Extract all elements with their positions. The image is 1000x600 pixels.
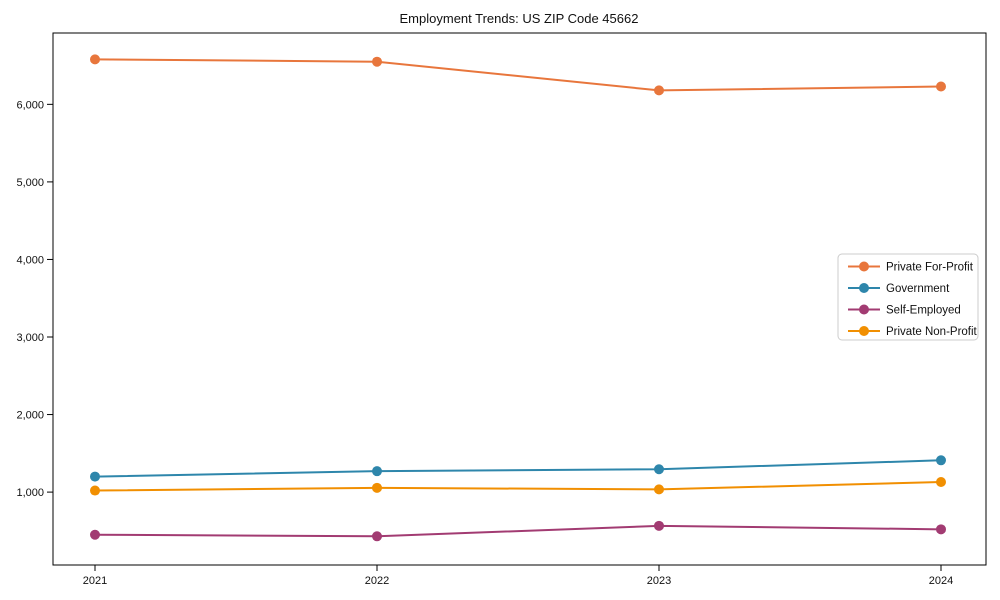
data-point-private-non-profit-2024 [936,477,946,488]
data-point-self-employed-2021 [90,529,100,540]
series-line-private-non-profit [94,481,942,492]
legend-label-private-non-profit: Private Non-Profit [886,326,978,338]
y-tick-label: 1,000 [16,487,44,499]
data-point-private-for-profit-2024 [936,81,946,92]
data-point-self-employed-2024 [936,524,946,535]
y-tick-label: 6,000 [16,99,44,111]
legend-marker-private-for-profit [859,261,869,272]
x-tick-label: 2022 [365,575,389,587]
plot-border [52,32,987,566]
series-line-private-for-profit [94,58,942,92]
legend-label-government: Government [886,283,950,295]
legend-marker-self-employed [859,304,869,315]
data-point-self-employed-2022 [372,531,382,542]
y-tick-label: 2,000 [16,410,44,422]
data-point-private-non-profit-2023 [654,484,664,495]
series-lines [90,54,946,542]
series-line-government [94,459,942,478]
legend-box [837,253,979,341]
data-point-private-non-profit-2022 [372,482,382,493]
axes-spines [52,32,987,566]
data-point-government-2024 [936,455,946,466]
data-point-private-non-profit-2021 [90,485,100,496]
y-tick-label: 3,000 [16,332,44,344]
data-point-government-2023 [654,464,664,475]
legend: Private For-Profit Government Self-Employe… [837,253,979,341]
data-point-private-for-profit-2023 [654,85,664,96]
x-tick-label: 2024 [929,575,953,587]
x-tick-label: 2023 [647,575,671,587]
data-point-private-for-profit-2022 [372,56,382,67]
chart-title: Employment Trends: US ZIP Code 45662 [400,11,639,26]
x-tick-label: 2021 [83,575,107,587]
y-tick-label: 4,000 [16,254,44,266]
series-line-self-employed [94,524,942,538]
data-point-self-employed-2023 [654,520,664,531]
data-point-private-for-profit-2021 [90,54,100,65]
legend-marker-government [859,283,869,293]
axes: 1,000 2,000 3,000 4,000 5,000 6,000 2021 2022 20… [16,99,953,587]
data-point-government-2021 [90,471,100,482]
legend-label-private-for-profit: Private For-Profit [886,262,974,274]
y-tick-label: 5,000 [16,177,44,189]
data-point-government-2022 [372,466,382,477]
legend-label-self-employed: Self-Employed [886,305,961,317]
legend-marker-private-non-profit [859,326,869,336]
